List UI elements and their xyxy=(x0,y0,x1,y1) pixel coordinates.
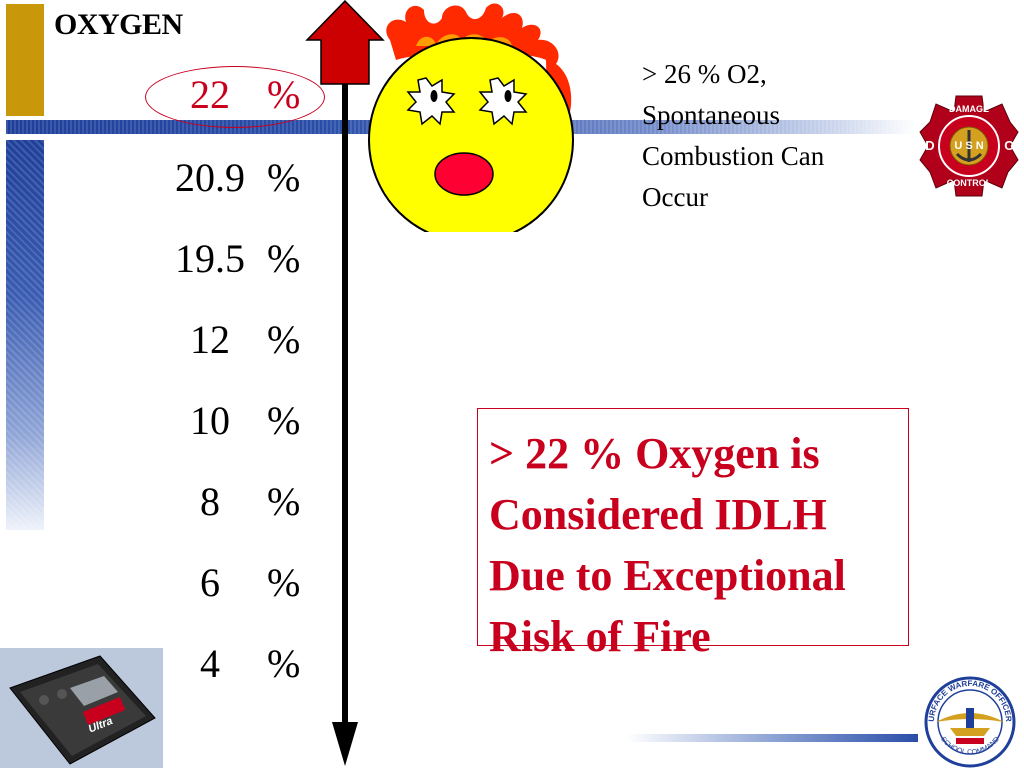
burning-face-icon xyxy=(368,3,574,232)
scale-row: 19.5 % xyxy=(165,234,315,284)
scale-row: 20.9 % xyxy=(165,153,315,203)
scale-unit: % xyxy=(267,641,301,686)
note-line: Occur xyxy=(642,182,708,212)
scale-value: 4 xyxy=(200,641,220,686)
oxygen-meter-image: Ultra xyxy=(0,648,163,768)
logo-right-letter: C xyxy=(1004,138,1014,153)
vertical-arrow-axis xyxy=(305,0,385,766)
gold-accent-bar xyxy=(6,4,44,116)
scale-value: 20.9 xyxy=(175,155,245,200)
scale-row: 6 % xyxy=(165,558,315,608)
note-line: Spontaneous xyxy=(642,100,780,130)
note-line: > 26 % O2, xyxy=(642,59,767,89)
scale-value: 6 xyxy=(200,560,220,605)
face-circle xyxy=(368,37,574,232)
down-arrow-head xyxy=(332,722,358,766)
callout-line: Due to Exceptional xyxy=(489,551,846,600)
vertical-blue-band xyxy=(6,140,44,530)
logo-left-letter: D xyxy=(925,138,934,153)
scale-value: 8 xyxy=(200,479,220,524)
logo-bottom-text: CONTROL xyxy=(947,178,992,188)
callout-line: > 22 % Oxygen is xyxy=(489,429,820,478)
damage-control-logo: DAMAGE D U S N C CONTROL xyxy=(919,95,1019,197)
logo-top-text: DAMAGE xyxy=(949,104,989,114)
slide-title: OXYGEN xyxy=(54,8,183,41)
scale-row: 12 % xyxy=(165,315,315,365)
callout-line: Risk of Fire xyxy=(489,612,711,661)
left-eye-icon xyxy=(406,77,456,126)
scale-unit: % xyxy=(267,479,301,524)
scale-value: 12 xyxy=(190,317,230,362)
scale-row: 22 % xyxy=(165,70,315,120)
highlight-oval xyxy=(145,66,325,128)
right-pupil xyxy=(504,90,512,102)
bottom-blue-band xyxy=(626,734,918,742)
right-eye-icon xyxy=(478,77,528,126)
scale-row: 10 % xyxy=(165,396,315,446)
mouth xyxy=(434,152,494,196)
callout-line: Considered IDLH xyxy=(489,490,827,539)
idlh-callout: > 22 % Oxygen is Considered IDLH Due to … xyxy=(477,408,909,661)
left-pupil xyxy=(430,90,438,102)
scale-row: 4 % xyxy=(165,639,315,689)
scale-unit: % xyxy=(267,155,301,200)
scale-unit: % xyxy=(267,317,301,362)
scale-unit: % xyxy=(267,72,301,117)
scale-row: 8 % xyxy=(165,477,315,527)
scale-value: 19.5 xyxy=(175,236,245,281)
scale-value: 10 xyxy=(190,398,230,443)
scale-unit: % xyxy=(267,236,301,281)
scale-unit: % xyxy=(267,398,301,443)
logo-center-text: U S N xyxy=(954,140,983,152)
note-line: Combustion Can xyxy=(642,141,825,171)
scale-unit: % xyxy=(267,560,301,605)
combustion-note: > 26 % O2, Spontaneous Combustion Can Oc… xyxy=(642,54,892,218)
scale-value: 22 xyxy=(190,72,230,117)
